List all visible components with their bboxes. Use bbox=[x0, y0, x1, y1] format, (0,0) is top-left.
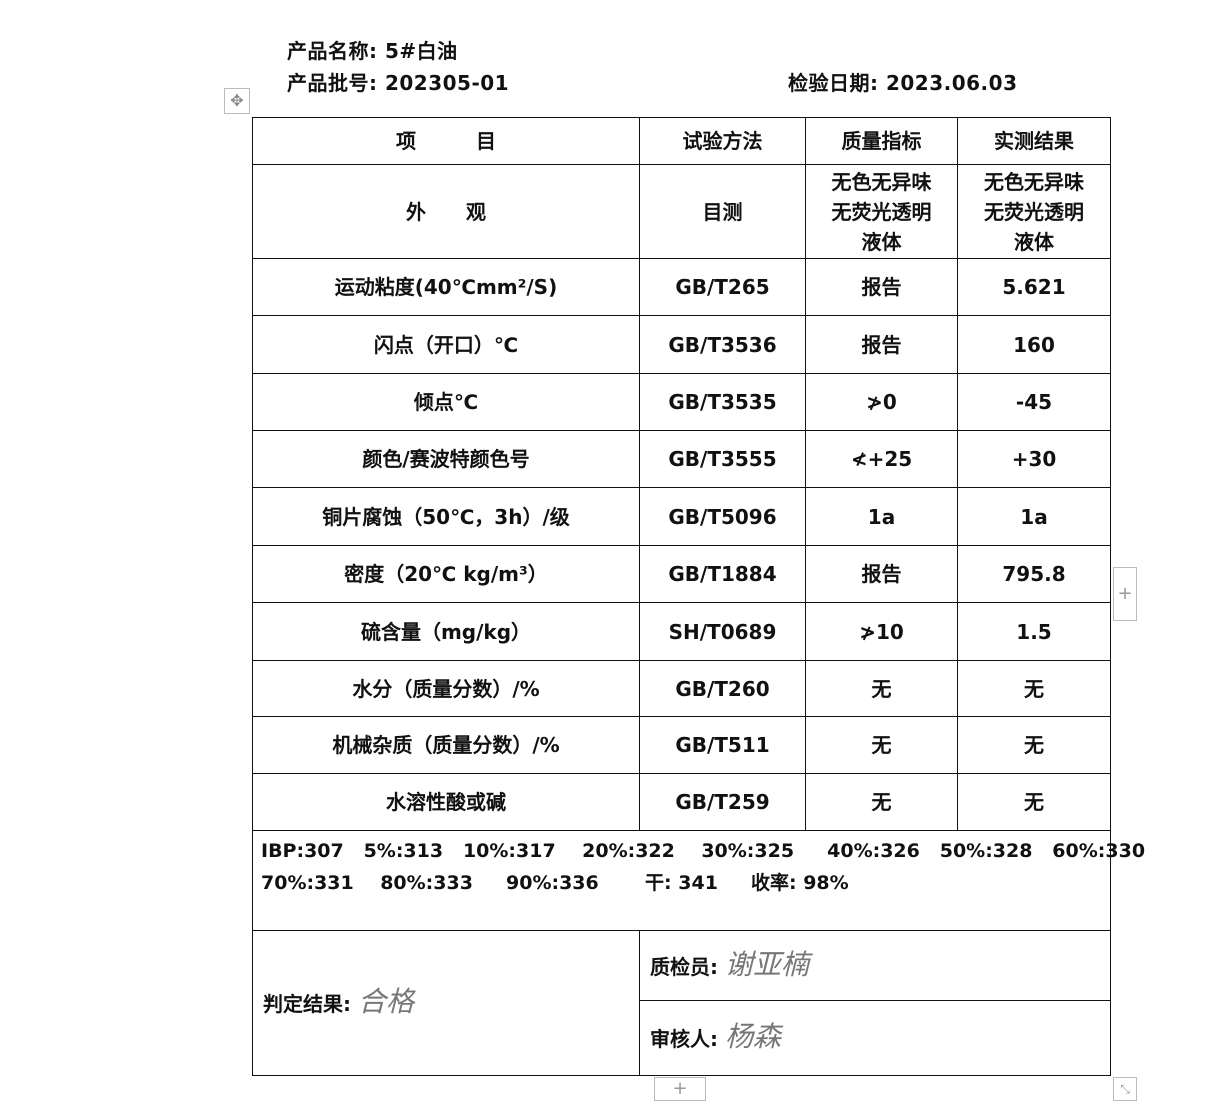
cell-result: -45 bbox=[957, 373, 1111, 431]
cell-item: 密度（20℃ kg/m³） bbox=[252, 545, 640, 603]
cell-method: SH/T0689 bbox=[639, 602, 806, 661]
cell-item: 倾点℃ bbox=[252, 373, 640, 431]
distillation-data: IBP:307 5%:313 10%:317 20%:322 30%:325 4… bbox=[252, 830, 1145, 931]
cell-spec: ≮+25 bbox=[805, 430, 958, 488]
cell-spec: 1a bbox=[805, 487, 958, 546]
reviewer-cell: 审核人: 杨森 bbox=[639, 1000, 1111, 1076]
cell-item: 铜片腐蚀（50℃，3h）/级 bbox=[252, 487, 640, 546]
resize-table-handle-icon[interactable]: ⤡ bbox=[1113, 1077, 1137, 1101]
cell-result: 1.5 bbox=[957, 602, 1111, 661]
cell-result: 795.8 bbox=[957, 545, 1111, 603]
cell-spec: 报告 bbox=[805, 258, 958, 316]
verdict-label: 判定结果: bbox=[263, 992, 351, 1016]
cell-result: 无色无异味 无荧光透明 液体 bbox=[957, 164, 1111, 259]
table-row: 密度（20℃ kg/m³） GB/T1884 报告 795.8 bbox=[252, 545, 1111, 603]
cell-spec: 无 bbox=[805, 773, 958, 831]
table-row: 水溶性酸或碱 GB/T259 无无 bbox=[252, 773, 1111, 831]
signature-row: 判定结果: 合格 质检员: 谢亚楠 bbox=[252, 930, 1111, 1076]
cell-item: 硫含量（mg/kg） bbox=[252, 602, 640, 661]
cell-result: 无 bbox=[957, 773, 1111, 831]
verdict-cell: 判定结果: 合格 bbox=[252, 930, 640, 1076]
cell-item: 水溶性酸或碱 bbox=[252, 773, 640, 831]
verdict-signature: 合格 bbox=[357, 985, 414, 1018]
cell-spec: 无色无异味 无荧光透明 液体 bbox=[805, 164, 958, 259]
cell-spec: 无 bbox=[805, 660, 958, 717]
col-header-item: 项 目 bbox=[252, 117, 640, 165]
cell-spec: 无 bbox=[805, 716, 958, 774]
add-row-button[interactable]: + bbox=[654, 1077, 706, 1101]
cell-item: 颜色/赛波特颜色号 bbox=[252, 430, 640, 488]
cell-item: 水分（质量分数）/% bbox=[252, 660, 640, 717]
inspector-signature: 谢亚楠 bbox=[724, 947, 809, 981]
reviewer-label: 审核人: bbox=[650, 1027, 718, 1051]
cell-item: 运动粘度(40℃mm²/S) bbox=[252, 258, 640, 316]
product-name: 产品名称: 5#白油 bbox=[287, 39, 458, 63]
inspection-table: 项 目 试验方法 质量指标 实测结果 外 观目测 无色无异味 无荧光透明 液体 无色… bbox=[252, 117, 1145, 1076]
table-row: 闪点（开口）℃ GB/T3536 报告 160 bbox=[252, 315, 1111, 374]
cell-item: 机械杂质（质量分数）/% bbox=[252, 716, 640, 774]
add-column-button[interactable]: + bbox=[1113, 567, 1137, 621]
cell-result: +30 bbox=[957, 430, 1111, 488]
cell-result: 5.621 bbox=[957, 258, 1111, 316]
batch-number: 产品批号: 202305-01 bbox=[287, 71, 510, 95]
table-row: 倾点℃ GB/T3535 ≯0 -45 bbox=[252, 373, 1111, 431]
cell-result: 无 bbox=[957, 716, 1111, 774]
table-row: 颜色/赛波特颜色号 GB/T3555 ≮+25 +30 bbox=[252, 430, 1111, 488]
cell-item: 外 观 bbox=[252, 164, 640, 259]
table-move-handle-icon[interactable]: ✥ bbox=[224, 88, 250, 114]
header-row: 项 目 试验方法 质量指标 实测结果 bbox=[252, 117, 1111, 165]
cell-spec: 报告 bbox=[805, 545, 958, 603]
cell-method: GB/T259 bbox=[639, 773, 806, 831]
inspection-date: 检验日期: 2023.06.03 bbox=[788, 71, 1018, 95]
inspector-cell: 质检员: 谢亚楠 bbox=[639, 930, 1111, 1001]
inspector-label: 质检员: bbox=[650, 954, 718, 979]
table-row: 外 观目测 无色无异味 无荧光透明 液体 无色无异味 无荧光透明 液体 bbox=[252, 164, 1111, 259]
cell-method: GB/T1884 bbox=[639, 545, 806, 603]
cell-method: GB/T265 bbox=[639, 258, 806, 316]
table-row: 机械杂质（质量分数）/% GB/T511 无无 bbox=[252, 716, 1111, 774]
cell-method: 目测 bbox=[639, 164, 806, 259]
cell-spec: ≯10 bbox=[805, 602, 958, 661]
cell-result: 1a bbox=[957, 487, 1111, 546]
cell-method: GB/T3555 bbox=[639, 430, 806, 488]
table-row: 硫含量（mg/kg） SH/T0689 ≯10 1.5 bbox=[252, 602, 1111, 661]
col-header-spec: 质量指标 bbox=[805, 117, 958, 165]
table-row: 运动粘度(40℃mm²/S) GB/T265 报告 5.621 bbox=[252, 258, 1111, 316]
cell-spec: 报告 bbox=[805, 315, 958, 374]
cell-method: GB/T5096 bbox=[639, 487, 806, 546]
cell-method: GB/T3536 bbox=[639, 315, 806, 374]
cell-result: 无 bbox=[957, 660, 1111, 717]
reviewer-signature: 杨森 bbox=[724, 1020, 781, 1053]
cell-spec: ≯0 bbox=[805, 373, 958, 431]
col-header-result: 实测结果 bbox=[957, 117, 1111, 165]
cell-method: GB/T3535 bbox=[639, 373, 806, 431]
col-header-method: 试验方法 bbox=[639, 117, 806, 165]
signature-row: 审核人: 杨森 bbox=[253, 1000, 1111, 1076]
cell-method: GB/T260 bbox=[639, 660, 806, 717]
distillation-row: IBP:307 5%:313 10%:317 20%:322 30%:325 4… bbox=[252, 830, 1145, 931]
table-row: 铜片腐蚀（50℃，3h）/级 GB/T5096 1a 1a bbox=[252, 487, 1111, 546]
table-row: 水分（质量分数）/% GB/T260 无无 bbox=[252, 660, 1111, 717]
cell-method: GB/T511 bbox=[639, 716, 806, 774]
cell-result: 160 bbox=[957, 315, 1111, 374]
cell-item: 闪点（开口）℃ bbox=[252, 315, 640, 374]
